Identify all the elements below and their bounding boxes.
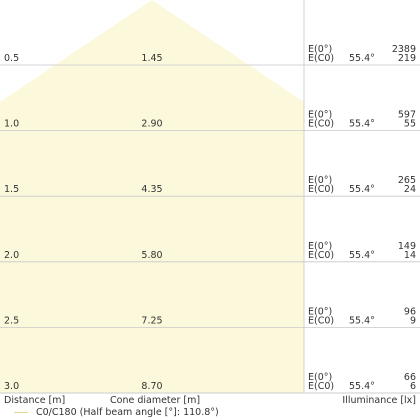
cone-diameter-value: 7.25 [141, 315, 162, 326]
distance-value: 2.0 [4, 250, 19, 261]
cone-diameter-value: 8.70 [141, 381, 162, 392]
beam-angle-value: 55.4° [349, 53, 375, 64]
e0-illuminance-value: 66 [404, 372, 416, 383]
ec0-illuminance-value: 6 [410, 381, 416, 392]
ec0-label: E(C0) [308, 250, 334, 261]
beam-angle-value: 55.4° [349, 250, 375, 261]
cone-diameter-axis-label: Cone diameter [m] [110, 395, 200, 406]
ec0-illuminance-value: 55 [404, 119, 416, 130]
e0-label: E(0°) [308, 306, 332, 317]
e0-label: E(0°) [308, 44, 332, 55]
ec0-label: E(C0) [308, 381, 334, 392]
e0-label: E(0°) [308, 372, 332, 383]
legend-swatch-icon [14, 412, 28, 413]
illuminance-axis-label: Illuminance [lx] [342, 395, 416, 406]
cone-diameter-value: 2.90 [141, 119, 162, 130]
distance-value: 0.5 [4, 53, 19, 64]
ec0-label: E(C0) [308, 184, 334, 195]
distance-value: 1.5 [4, 184, 19, 195]
ec0-label: E(C0) [308, 119, 334, 130]
distance-value: 2.5 [4, 315, 19, 326]
cone-diameter-value: 4.35 [141, 184, 162, 195]
e0-label: E(0°) [308, 175, 332, 186]
beam-angle-value: 55.4° [349, 119, 375, 130]
ec0-illuminance-value: 219 [398, 53, 416, 64]
e0-label: E(0°) [308, 241, 332, 252]
ec0-label: E(C0) [308, 53, 334, 64]
ec0-illuminance-value: 24 [404, 184, 416, 195]
e0-illuminance-value: 265 [398, 175, 416, 186]
distance-value: 3.0 [4, 381, 19, 392]
cone-diameter-value: 1.45 [141, 53, 162, 64]
beam-angle-value: 55.4° [349, 381, 375, 392]
e0-illuminance-value: 96 [404, 306, 416, 317]
e0-illuminance-value: 2389 [392, 44, 416, 55]
e0-illuminance-value: 597 [398, 110, 416, 121]
ec0-label: E(C0) [308, 315, 334, 326]
beam-angle-value: 55.4° [349, 184, 375, 195]
legend: C0/C180 (Half beam angle [°]: 110.8°) [0, 405, 420, 420]
beam-angle-value: 55.4° [349, 315, 375, 326]
ec0-illuminance-value: 14 [404, 250, 416, 261]
distance-value: 1.0 [4, 119, 19, 130]
e0-label: E(0°) [308, 110, 332, 121]
cone-diameter-value: 5.80 [141, 250, 162, 261]
legend-text: C0/C180 (Half beam angle [°]: 110.8°) [36, 407, 219, 418]
ec0-illuminance-value: 9 [410, 315, 416, 326]
e0-illuminance-value: 149 [398, 241, 416, 252]
distance-axis-label: Distance [m] [4, 395, 65, 406]
